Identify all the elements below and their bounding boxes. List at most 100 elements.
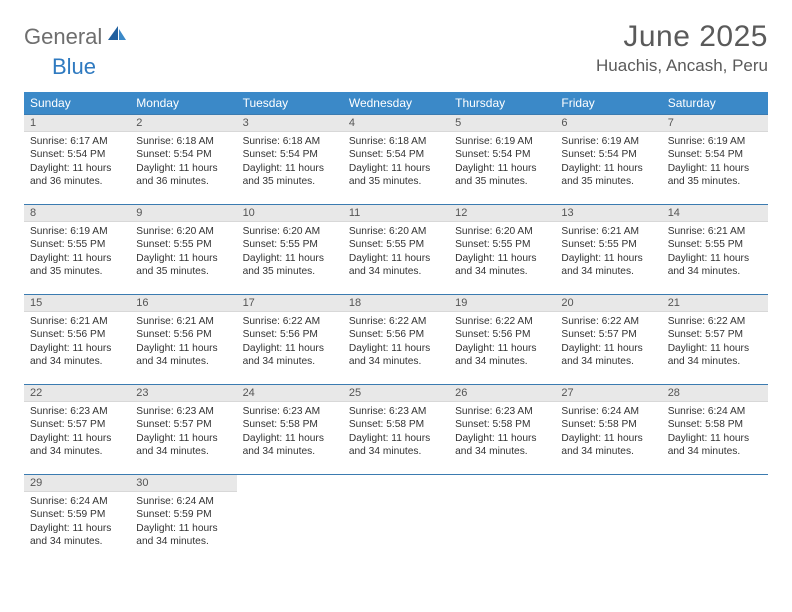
calendar-table: SundayMondayTuesdayWednesdayThursdayFrid… xyxy=(24,92,768,565)
weekday-header: Wednesday xyxy=(343,92,449,115)
calendar-day-cell: 2Sunrise: 6:18 AMSunset: 5:54 PMDaylight… xyxy=(130,115,236,205)
calendar-day-cell: 4Sunrise: 6:18 AMSunset: 5:54 PMDaylight… xyxy=(343,115,449,205)
calendar-day-cell: 17Sunrise: 6:22 AMSunset: 5:56 PMDayligh… xyxy=(237,295,343,385)
day-number: 15 xyxy=(24,295,130,312)
day-number: 9 xyxy=(130,205,236,222)
day-number: 6 xyxy=(555,115,661,132)
calendar-empty-cell xyxy=(555,475,661,565)
day-details: Sunrise: 6:18 AMSunset: 5:54 PMDaylight:… xyxy=(237,132,343,195)
weekday-header: Thursday xyxy=(449,92,555,115)
calendar-day-cell: 6Sunrise: 6:19 AMSunset: 5:54 PMDaylight… xyxy=(555,115,661,205)
day-details: Sunrise: 6:19 AMSunset: 5:54 PMDaylight:… xyxy=(449,132,555,195)
day-details: Sunrise: 6:23 AMSunset: 5:57 PMDaylight:… xyxy=(24,402,130,465)
calendar-day-cell: 7Sunrise: 6:19 AMSunset: 5:54 PMDaylight… xyxy=(662,115,768,205)
day-details: Sunrise: 6:21 AMSunset: 5:56 PMDaylight:… xyxy=(24,312,130,375)
day-number: 8 xyxy=(24,205,130,222)
day-number: 11 xyxy=(343,205,449,222)
calendar-day-cell: 10Sunrise: 6:20 AMSunset: 5:55 PMDayligh… xyxy=(237,205,343,295)
weekday-header: Tuesday xyxy=(237,92,343,115)
calendar-day-cell: 30Sunrise: 6:24 AMSunset: 5:59 PMDayligh… xyxy=(130,475,236,565)
calendar-day-cell: 22Sunrise: 6:23 AMSunset: 5:57 PMDayligh… xyxy=(24,385,130,475)
day-details: Sunrise: 6:23 AMSunset: 5:57 PMDaylight:… xyxy=(130,402,236,465)
title-block: June 2025 Huachis, Ancash, Peru xyxy=(596,20,768,76)
calendar-day-cell: 25Sunrise: 6:23 AMSunset: 5:58 PMDayligh… xyxy=(343,385,449,475)
logo-text-blue: Blue xyxy=(52,54,96,80)
calendar-day-cell: 12Sunrise: 6:20 AMSunset: 5:55 PMDayligh… xyxy=(449,205,555,295)
day-details: Sunrise: 6:23 AMSunset: 5:58 PMDaylight:… xyxy=(343,402,449,465)
calendar-day-cell: 21Sunrise: 6:22 AMSunset: 5:57 PMDayligh… xyxy=(662,295,768,385)
day-number: 16 xyxy=(130,295,236,312)
calendar-day-cell: 5Sunrise: 6:19 AMSunset: 5:54 PMDaylight… xyxy=(449,115,555,205)
calendar-day-cell: 23Sunrise: 6:23 AMSunset: 5:57 PMDayligh… xyxy=(130,385,236,475)
day-details: Sunrise: 6:20 AMSunset: 5:55 PMDaylight:… xyxy=(130,222,236,285)
month-title: June 2025 xyxy=(596,20,768,54)
day-details: Sunrise: 6:21 AMSunset: 5:55 PMDaylight:… xyxy=(662,222,768,285)
day-details: Sunrise: 6:22 AMSunset: 5:56 PMDaylight:… xyxy=(343,312,449,375)
calendar-day-cell: 8Sunrise: 6:19 AMSunset: 5:55 PMDaylight… xyxy=(24,205,130,295)
day-details: Sunrise: 6:22 AMSunset: 5:57 PMDaylight:… xyxy=(662,312,768,375)
day-number: 25 xyxy=(343,385,449,402)
weekday-header: Saturday xyxy=(662,92,768,115)
day-details: Sunrise: 6:20 AMSunset: 5:55 PMDaylight:… xyxy=(343,222,449,285)
day-details: Sunrise: 6:22 AMSunset: 5:56 PMDaylight:… xyxy=(449,312,555,375)
day-number: 12 xyxy=(449,205,555,222)
calendar-day-cell: 18Sunrise: 6:22 AMSunset: 5:56 PMDayligh… xyxy=(343,295,449,385)
day-number: 23 xyxy=(130,385,236,402)
day-number: 24 xyxy=(237,385,343,402)
day-details: Sunrise: 6:24 AMSunset: 5:58 PMDaylight:… xyxy=(555,402,661,465)
calendar-empty-cell xyxy=(449,475,555,565)
day-number: 20 xyxy=(555,295,661,312)
calendar-day-cell: 13Sunrise: 6:21 AMSunset: 5:55 PMDayligh… xyxy=(555,205,661,295)
calendar-body: 1Sunrise: 6:17 AMSunset: 5:54 PMDaylight… xyxy=(24,115,768,565)
day-number: 14 xyxy=(662,205,768,222)
calendar-week-row: 29Sunrise: 6:24 AMSunset: 5:59 PMDayligh… xyxy=(24,475,768,565)
location: Huachis, Ancash, Peru xyxy=(596,56,768,76)
day-details: Sunrise: 6:23 AMSunset: 5:58 PMDaylight:… xyxy=(449,402,555,465)
day-number: 28 xyxy=(662,385,768,402)
day-number: 7 xyxy=(662,115,768,132)
calendar-day-cell: 9Sunrise: 6:20 AMSunset: 5:55 PMDaylight… xyxy=(130,205,236,295)
calendar-day-cell: 3Sunrise: 6:18 AMSunset: 5:54 PMDaylight… xyxy=(237,115,343,205)
day-number: 17 xyxy=(237,295,343,312)
day-number: 29 xyxy=(24,475,130,492)
calendar-day-cell: 27Sunrise: 6:24 AMSunset: 5:58 PMDayligh… xyxy=(555,385,661,475)
weekday-row: SundayMondayTuesdayWednesdayThursdayFrid… xyxy=(24,92,768,115)
day-number: 2 xyxy=(130,115,236,132)
day-details: Sunrise: 6:17 AMSunset: 5:54 PMDaylight:… xyxy=(24,132,130,195)
weekday-header: Friday xyxy=(555,92,661,115)
day-number: 27 xyxy=(555,385,661,402)
day-details: Sunrise: 6:18 AMSunset: 5:54 PMDaylight:… xyxy=(343,132,449,195)
calendar-empty-cell xyxy=(662,475,768,565)
calendar-day-cell: 19Sunrise: 6:22 AMSunset: 5:56 PMDayligh… xyxy=(449,295,555,385)
day-number: 10 xyxy=(237,205,343,222)
calendar-day-cell: 11Sunrise: 6:20 AMSunset: 5:55 PMDayligh… xyxy=(343,205,449,295)
logo: General xyxy=(24,24,130,50)
calendar-week-row: 8Sunrise: 6:19 AMSunset: 5:55 PMDaylight… xyxy=(24,205,768,295)
calendar-head: SundayMondayTuesdayWednesdayThursdayFrid… xyxy=(24,92,768,115)
weekday-header: Monday xyxy=(130,92,236,115)
calendar-day-cell: 14Sunrise: 6:21 AMSunset: 5:55 PMDayligh… xyxy=(662,205,768,295)
calendar-day-cell: 20Sunrise: 6:22 AMSunset: 5:57 PMDayligh… xyxy=(555,295,661,385)
sail-icon xyxy=(106,24,128,47)
calendar-week-row: 1Sunrise: 6:17 AMSunset: 5:54 PMDaylight… xyxy=(24,115,768,205)
weekday-header: Sunday xyxy=(24,92,130,115)
day-details: Sunrise: 6:20 AMSunset: 5:55 PMDaylight:… xyxy=(449,222,555,285)
day-details: Sunrise: 6:24 AMSunset: 5:59 PMDaylight:… xyxy=(24,492,130,555)
calendar-day-cell: 16Sunrise: 6:21 AMSunset: 5:56 PMDayligh… xyxy=(130,295,236,385)
calendar-day-cell: 29Sunrise: 6:24 AMSunset: 5:59 PMDayligh… xyxy=(24,475,130,565)
day-details: Sunrise: 6:21 AMSunset: 5:56 PMDaylight:… xyxy=(130,312,236,375)
calendar-week-row: 15Sunrise: 6:21 AMSunset: 5:56 PMDayligh… xyxy=(24,295,768,385)
day-number: 13 xyxy=(555,205,661,222)
calendar-day-cell: 28Sunrise: 6:24 AMSunset: 5:58 PMDayligh… xyxy=(662,385,768,475)
day-details: Sunrise: 6:20 AMSunset: 5:55 PMDaylight:… xyxy=(237,222,343,285)
day-number: 19 xyxy=(449,295,555,312)
day-number: 22 xyxy=(24,385,130,402)
day-details: Sunrise: 6:24 AMSunset: 5:58 PMDaylight:… xyxy=(662,402,768,465)
calendar-day-cell: 15Sunrise: 6:21 AMSunset: 5:56 PMDayligh… xyxy=(24,295,130,385)
day-details: Sunrise: 6:24 AMSunset: 5:59 PMDaylight:… xyxy=(130,492,236,555)
day-details: Sunrise: 6:22 AMSunset: 5:56 PMDaylight:… xyxy=(237,312,343,375)
calendar-week-row: 22Sunrise: 6:23 AMSunset: 5:57 PMDayligh… xyxy=(24,385,768,475)
day-details: Sunrise: 6:19 AMSunset: 5:54 PMDaylight:… xyxy=(662,132,768,195)
day-number: 18 xyxy=(343,295,449,312)
day-details: Sunrise: 6:23 AMSunset: 5:58 PMDaylight:… xyxy=(237,402,343,465)
